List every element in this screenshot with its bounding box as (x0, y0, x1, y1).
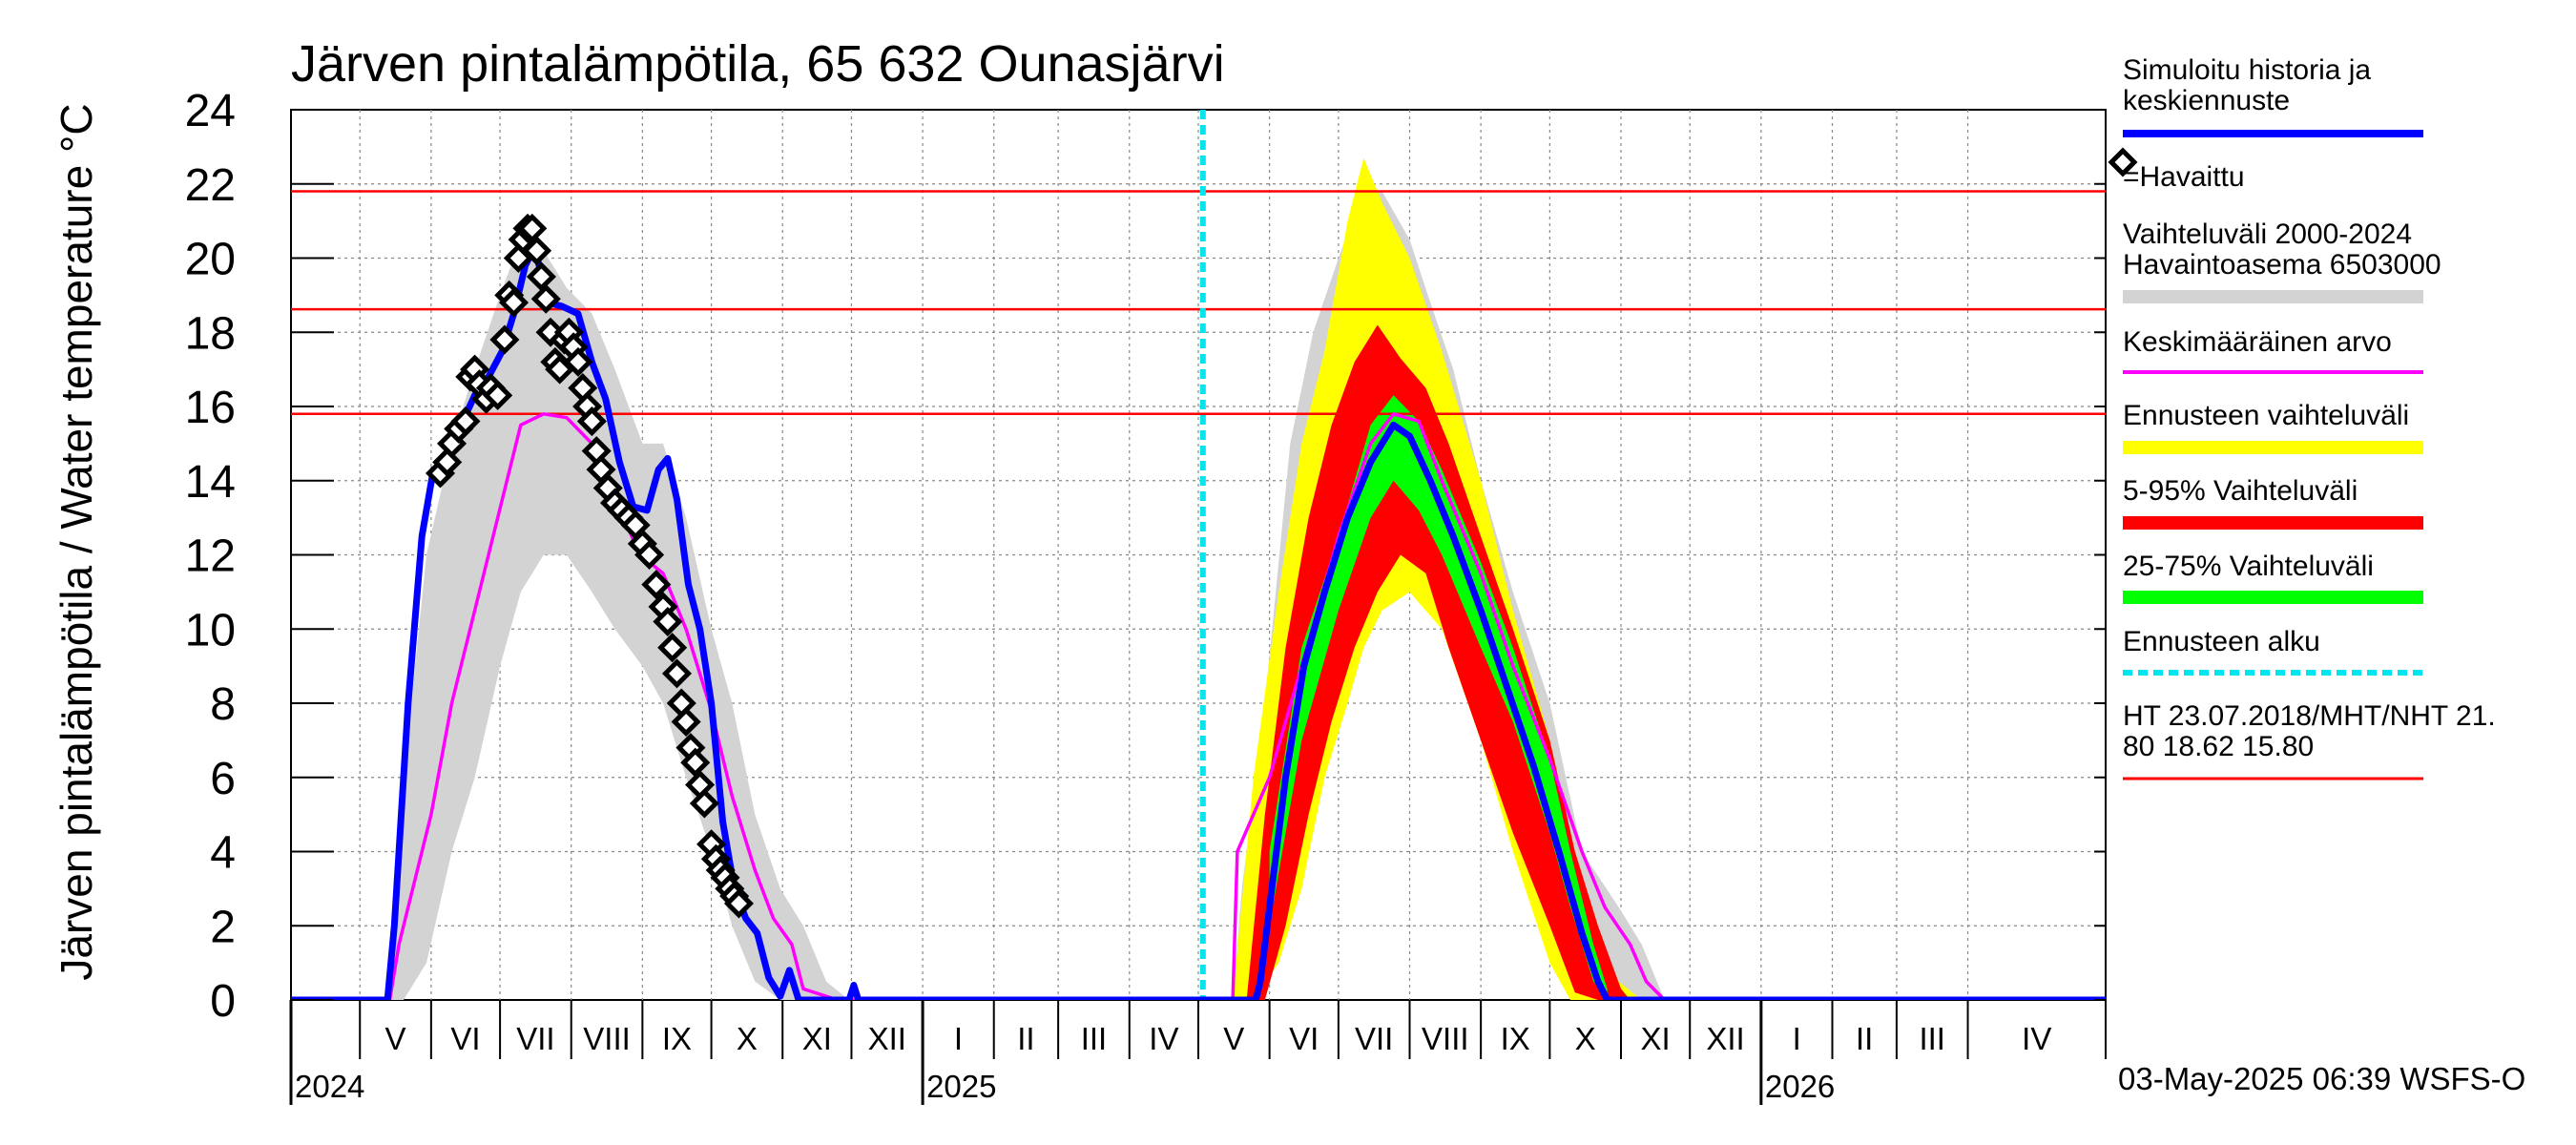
observed-point (680, 747, 711, 778)
observed-point (522, 236, 552, 266)
legend-label-range-hist: Havaintoasema 6503000 (2123, 249, 2441, 281)
observed-point (517, 213, 548, 243)
month-label: VIII (583, 1021, 631, 1056)
month-label: IX (662, 1021, 692, 1056)
observed-point (483, 380, 513, 410)
legend-label-forecast-range: Ennusteen vaihteluväli (2123, 400, 2409, 431)
observed-point (689, 788, 719, 819)
month-label: XII (868, 1021, 906, 1056)
observed-point (563, 346, 593, 377)
y-tick-label: 16 (185, 383, 236, 433)
plot-area (290, 109, 2107, 1001)
year-label: 2025 (926, 1069, 996, 1104)
y-tick-label: 18 (185, 308, 236, 359)
series-keskim-r-inen-arvo (387, 412, 1666, 1000)
observed-point (641, 570, 672, 600)
y-tick-label: 22 (185, 160, 236, 211)
month-label: II (1017, 1021, 1034, 1056)
y-tick-label: 2 (210, 902, 236, 952)
month-label: VIII (1422, 1021, 1469, 1056)
observed-point (723, 888, 755, 919)
observed-point (657, 633, 688, 663)
month-label: II (1856, 1021, 1873, 1056)
observed-point (576, 406, 607, 437)
month-label: V (1223, 1021, 1244, 1056)
observed-point (671, 706, 701, 737)
month-label: VII (516, 1021, 554, 1056)
year-label: 2024 (295, 1069, 364, 1104)
observed-point (653, 606, 683, 637)
month-label: IV (1149, 1021, 1178, 1056)
month-label: XI (1641, 1021, 1671, 1056)
observed-point (634, 539, 665, 571)
y-tick-label: 6 (210, 754, 236, 804)
observed-point (499, 287, 530, 318)
legend-label-range-hist: Vaihteluväli 2000-2024 (2123, 219, 2412, 250)
legend-label-p5-95: 5-95% Vaihteluväli (2123, 475, 2358, 507)
observed-point (450, 406, 481, 437)
month-label: X (1575, 1021, 1596, 1056)
legend-label-ref-lines: HT 23.07.2018/MHT/NHT 21. (2123, 700, 2496, 732)
legend-label-ref-lines: 80 18.62 15.80 (2123, 731, 2314, 762)
month-label: VI (450, 1021, 480, 1056)
month-label: III (1919, 1021, 1945, 1056)
band-vaihteluv-li-2000-2024-havaintoasema-6503000 (384, 239, 849, 1000)
y-tick-label: 10 (185, 605, 236, 656)
x-axis: V VI VII VIII IX X XI XII I II III IV V VI VII VIII IX X X… (289, 1000, 2107, 1105)
legend-label-mean: Keskimääräinen arvo (2123, 326, 2392, 358)
legend-label-forecast-start: Ennusteen alku (2123, 626, 2320, 657)
month-label: III (1081, 1021, 1108, 1056)
month-label: VI (1289, 1021, 1319, 1056)
y-tick-label: 4 (210, 828, 236, 879)
year-label: 2026 (1765, 1069, 1835, 1104)
legend-label-observed: =Havaittu (2123, 161, 2245, 193)
month-label: V (385, 1021, 406, 1056)
month-label: I (954, 1021, 963, 1056)
legend-label-simulated: Simuloitu historia ja (2123, 54, 2371, 86)
y-tick-label: 12 (185, 531, 236, 582)
month-label: I (1793, 1021, 1801, 1056)
month-label: XI (802, 1021, 832, 1056)
y-axis-label: Järven pintalämpötila / Water temperatur… (52, 103, 101, 980)
observed-point (661, 658, 693, 689)
observed-point (526, 261, 556, 292)
legend-label-p25-75: 25-75% Vaihteluväli (2123, 551, 2374, 582)
y-tick-label: 14 (185, 457, 236, 508)
band-5-95-vaihteluv-li (1246, 324, 1631, 1000)
y-tick-label: 0 (210, 976, 236, 1027)
footer-timestamp: 03-May-2025 06:39 WSFS-O (2118, 1061, 2525, 1096)
observed-point (530, 283, 561, 314)
y-tick-label: 20 (185, 235, 236, 285)
y-tick-label: 24 (185, 86, 236, 136)
legend-swatch-observed (2108, 147, 2138, 177)
band-25-75-vaihteluv-li (1269, 395, 1608, 1000)
month-label: X (737, 1021, 758, 1056)
month-label: IV (2022, 1021, 2051, 1056)
plot-series-group (291, 110, 2106, 1000)
observed-point (489, 324, 520, 355)
month-label: XII (1706, 1021, 1744, 1056)
chart-title: Järven pintalämpötila, 65 632 Ounasjärvi (291, 35, 1225, 93)
legend-label-simulated: keskiennuste (2123, 85, 2290, 116)
month-label: VII (1355, 1021, 1393, 1056)
y-tick-label: 8 (210, 679, 236, 730)
month-label: IX (1501, 1021, 1530, 1056)
